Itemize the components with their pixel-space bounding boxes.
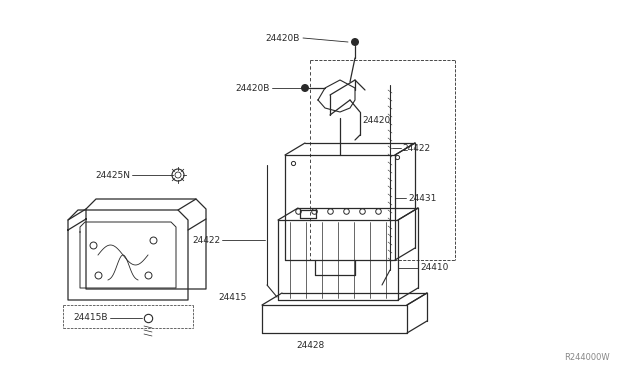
Text: 24415: 24415 xyxy=(218,294,246,302)
Circle shape xyxy=(351,38,359,46)
Text: 24425N: 24425N xyxy=(95,170,130,180)
Text: R244000W: R244000W xyxy=(564,353,610,362)
Text: 24415B: 24415B xyxy=(74,314,108,323)
Circle shape xyxy=(301,84,309,92)
Text: 24420B: 24420B xyxy=(236,83,270,93)
Text: 24422: 24422 xyxy=(192,235,220,244)
Text: 24422: 24422 xyxy=(402,144,430,153)
Text: 24410: 24410 xyxy=(420,263,449,273)
Text: 24420B: 24420B xyxy=(266,33,300,42)
Text: 24420: 24420 xyxy=(362,115,390,125)
Text: 24428: 24428 xyxy=(296,340,324,350)
Text: 24431: 24431 xyxy=(408,193,436,202)
